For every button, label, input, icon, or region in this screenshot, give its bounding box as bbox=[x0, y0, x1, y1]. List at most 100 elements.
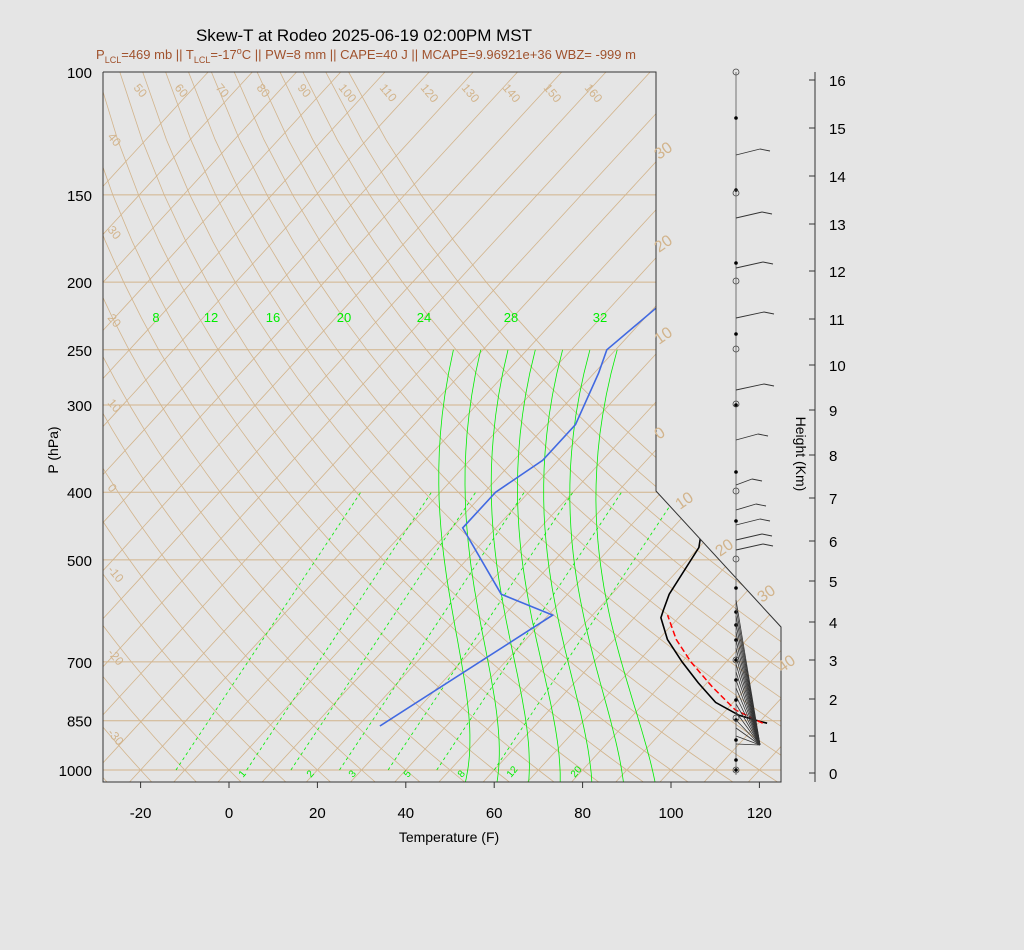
moist-adiabat-line bbox=[464, 349, 500, 782]
moist-adiabat-line bbox=[438, 349, 471, 782]
dry-adiabat-line bbox=[142, 72, 738, 782]
grid-lines bbox=[103, 72, 1024, 785]
x-axis-label: Temperature (F) bbox=[399, 829, 499, 845]
isotherm-line bbox=[568, 72, 781, 782]
wind-barb-line bbox=[763, 311, 775, 315]
wind-calm-circle bbox=[732, 400, 740, 408]
isotherm-label: 140 bbox=[500, 81, 524, 106]
wind-calm-circle bbox=[732, 714, 740, 722]
isotherm-line bbox=[701, 72, 781, 782]
wind-barb-line bbox=[735, 687, 761, 746]
height-tick-label: 11 bbox=[829, 312, 845, 329]
wind-barb-line bbox=[735, 503, 757, 511]
wind-calm-circle bbox=[732, 766, 740, 774]
mixing-ratio-label: 2 bbox=[305, 768, 317, 780]
isotherm-line bbox=[170, 72, 781, 782]
isotherm-line bbox=[967, 72, 1024, 785]
y-tick-label: 1000 bbox=[59, 763, 92, 780]
wind-barb-line bbox=[735, 383, 765, 391]
height-tick-label: 9 bbox=[829, 403, 837, 420]
isotherm-line bbox=[103, 72, 518, 782]
height-tick-label: 16 bbox=[829, 73, 846, 90]
chart-title: Skew-T at Rodeo 2025-06-19 02:00PM MST bbox=[196, 26, 532, 45]
isotherm-side-label: -20 bbox=[105, 646, 127, 669]
dry-adiabat-line bbox=[211, 72, 781, 782]
x-tick-label: 20 bbox=[309, 805, 326, 822]
y-tick-label: 700 bbox=[67, 655, 92, 672]
wind-level-dot bbox=[734, 758, 738, 762]
x-tick-label: 40 bbox=[397, 805, 414, 822]
wind-barb-line bbox=[763, 383, 775, 387]
isotherm-label: 90 bbox=[295, 81, 315, 100]
wind-barb-line bbox=[759, 148, 771, 152]
y-tick-label: 250 bbox=[67, 343, 92, 360]
moist-adiabat-label: 28 bbox=[504, 310, 518, 325]
wind-barb-line bbox=[735, 695, 761, 746]
isotherm-side-label: 0 bbox=[652, 424, 669, 443]
isotherm-line bbox=[834, 72, 1024, 785]
x-tick-label: 60 bbox=[486, 805, 503, 822]
wind-level-dot bbox=[734, 698, 738, 702]
y-tick-label: 100 bbox=[67, 65, 92, 82]
wind-calm-circle bbox=[732, 345, 740, 353]
dry-adiabat-line bbox=[103, 72, 379, 782]
y-tick-label: 400 bbox=[67, 485, 92, 502]
x-tick-label: -20 bbox=[130, 805, 152, 822]
isotherm-line bbox=[103, 72, 430, 782]
y-tick-label: 300 bbox=[67, 398, 92, 415]
mixing-ratio-line bbox=[436, 492, 622, 771]
isotherm-line bbox=[103, 72, 563, 782]
isotherm-line bbox=[612, 72, 781, 782]
wind-barb-line bbox=[735, 478, 753, 486]
wind-level-dot bbox=[734, 519, 738, 523]
dry-adiabat-line bbox=[103, 72, 648, 782]
wind-calm-circle bbox=[732, 189, 740, 197]
isotherm-line bbox=[103, 72, 695, 782]
height-tick-label: 12 bbox=[829, 264, 846, 281]
dry-adiabat-line bbox=[103, 72, 469, 782]
wind-barb-line bbox=[761, 533, 773, 537]
chart-subtitle: PLCL=469 mb || TLCL=-17oC || PW=8 mm || … bbox=[96, 46, 636, 65]
isotherm-line bbox=[103, 72, 651, 782]
isotherm-line bbox=[103, 72, 253, 782]
isotherm-side-label: 10 bbox=[652, 324, 676, 348]
isotherm-side-label: -30 bbox=[105, 726, 127, 749]
wind-level-dot bbox=[734, 261, 738, 265]
wind-barb-column bbox=[732, 68, 775, 775]
isotherm-side-label: 0 bbox=[105, 481, 120, 495]
moist-adiabat-label: 12 bbox=[204, 310, 218, 325]
moist-adiabat-label: 8 bbox=[152, 310, 159, 325]
wind-barb-line bbox=[735, 727, 761, 746]
height-tick-label: 13 bbox=[829, 217, 846, 234]
isotherm-line bbox=[878, 72, 1024, 785]
dry-adiabat-line bbox=[279, 72, 781, 782]
isotherm-line bbox=[103, 72, 607, 782]
mixing-ratio-label: 20 bbox=[569, 764, 585, 780]
wind-level-dot bbox=[734, 738, 738, 742]
wind-barb-line bbox=[759, 518, 771, 522]
plot-frame bbox=[102, 71, 782, 783]
isotherm-side-label: 10 bbox=[673, 489, 697, 513]
mixing-ratio-label: 3 bbox=[347, 768, 359, 780]
height-tick-label: 8 bbox=[829, 448, 837, 465]
wind-calm-circle bbox=[732, 487, 740, 495]
height-tick-label: 7 bbox=[829, 491, 837, 508]
wind-barb-line bbox=[735, 703, 761, 746]
isotherm-line bbox=[436, 72, 781, 782]
wind-barb-line bbox=[735, 663, 761, 746]
wind-barb-line bbox=[735, 518, 761, 526]
wind-barb-line bbox=[735, 533, 763, 541]
height-tick-label: 6 bbox=[829, 534, 837, 551]
dry-adiabat-line bbox=[103, 72, 558, 782]
dry-adiabat-line bbox=[103, 72, 245, 782]
dry-adiabat-line bbox=[256, 72, 781, 782]
profile-lines bbox=[379, 72, 781, 727]
moist-adiabat-label: 20 bbox=[337, 310, 351, 325]
wind-barb-line bbox=[762, 543, 774, 547]
wind-barb-line bbox=[735, 261, 764, 269]
isotherm-label: 60 bbox=[172, 81, 192, 100]
dry-adiabat-line bbox=[103, 72, 334, 782]
y-tick-label: 850 bbox=[67, 714, 92, 731]
wind-level-dot bbox=[734, 470, 738, 474]
